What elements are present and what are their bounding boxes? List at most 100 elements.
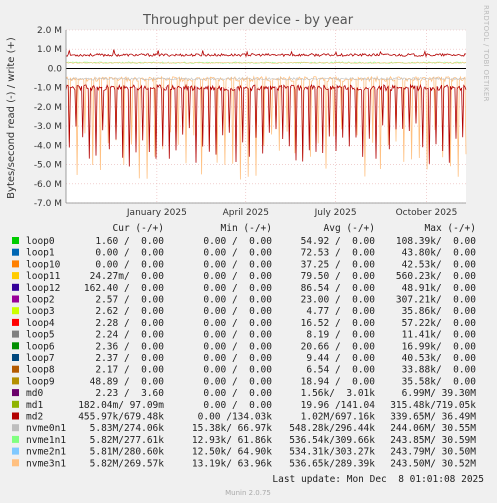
legend-avg: 534.31k/303.27k xyxy=(289,447,375,458)
footer: Munin 2.0.75 xyxy=(225,489,271,497)
legend-row: loop1 0.00 / 0.00 0.00 / 0.00 72.53 / 0.00 4… xyxy=(12,248,476,259)
legend-swatch xyxy=(12,377,19,385)
legend-name: loop12 xyxy=(26,283,60,294)
legend-min: 0.00 / 0.00 xyxy=(203,271,272,282)
legend-cur: 0.00 / 0.00 xyxy=(95,248,164,259)
legend-swatch xyxy=(12,389,19,397)
legend-min: 0.00 / 0.00 xyxy=(203,306,272,317)
legend-swatch xyxy=(12,318,19,326)
legend-min: 15.38k/ 66.97k xyxy=(192,423,272,434)
legend-avg: 536.65k/289.39k xyxy=(289,458,375,469)
legend-min: 0.00 / 0.00 xyxy=(203,248,272,259)
legend-avg: 536.54k/309.66k xyxy=(289,435,375,446)
series-line-md2 xyxy=(65,49,467,58)
legend-name: loop7 xyxy=(26,353,55,364)
legend: loop0 1.60 / 0.00 0.00 / 0.00 54.92 / 0.00 1… xyxy=(12,236,476,469)
legend-min: 0.00 / 0.00 xyxy=(203,236,272,247)
legend-name: md0 xyxy=(26,388,43,399)
legend-cur: 162.40 / 0.00 xyxy=(84,283,164,294)
legend-name: loop6 xyxy=(26,341,55,352)
legend-cur: 2.28 / 0.00 xyxy=(95,318,164,329)
legend-row: loop8 2.17 / 0.00 0.00 / 0.00 6.54 / 0.00 33… xyxy=(12,365,476,376)
legend-max: 307.21k/ 0.00 xyxy=(396,295,476,306)
legend-avg: 6.54 / 0.00 xyxy=(306,365,375,376)
x-tick-label: April 2025 xyxy=(223,208,269,218)
y-tick-label: 1.0 M xyxy=(37,45,62,55)
legend-row: md1 182.04m/ 97.09m 0.00 / 0.00 19.96 /141.… xyxy=(12,400,476,411)
legend-avg: 54.92 / 0.00 xyxy=(301,236,376,247)
legend-max: 243.79M/ 30.50M xyxy=(390,447,476,458)
y-tick-label: 0.0 xyxy=(48,64,63,74)
legend-swatch xyxy=(12,272,19,280)
series-line-nvme0n1 xyxy=(65,77,467,81)
y-tick-label: -5.0 M xyxy=(34,161,62,171)
legend-swatch xyxy=(12,248,19,256)
legend-cur: 0.00 / 0.00 xyxy=(95,259,164,270)
y-tick-label: -4.0 M xyxy=(34,141,62,151)
col-min: Min (-/+) xyxy=(221,223,272,234)
legend-swatch xyxy=(12,260,19,268)
plot-area xyxy=(66,30,466,203)
legend-name: loop1 xyxy=(26,248,55,259)
series-lines xyxy=(65,49,467,180)
legend-header: Cur (-/+) Min (-/+) Avg (-/+) Max (-/+) xyxy=(113,223,476,234)
legend-swatch xyxy=(12,424,19,432)
legend-name: nvme3n1 xyxy=(26,458,66,469)
legend-row: loop9 48.89 / 0.00 0.00 / 0.00 18.94 / 0.00… xyxy=(12,376,476,387)
axes xyxy=(65,30,466,204)
legend-row: md2 455.97k/679.48k 0.00 /134.03k 1.02M/697… xyxy=(12,412,476,423)
legend-name: nvme2n1 xyxy=(26,447,66,458)
legend-max: 57.22k/ 0.00 xyxy=(402,318,477,329)
legend-row: nvme0n1 5.83M/274.06k 15.38k/ 66.97k 548.28… xyxy=(12,423,476,434)
y-tick-label: -2.0 M xyxy=(34,103,62,113)
legend-avg: 1.56k/ 3.01k xyxy=(301,388,376,399)
legend-swatch xyxy=(12,365,19,373)
series-line-md2 xyxy=(65,83,467,167)
y-tick-label: 2.0 M xyxy=(37,26,62,36)
legend-max: 108.39k/ 0.00 xyxy=(396,236,476,247)
legend-swatch xyxy=(12,307,19,315)
legend-avg: 37.25 / 0.00 xyxy=(301,259,376,270)
legend-min: 0.00 / 0.00 xyxy=(203,353,272,364)
legend-name: loop9 xyxy=(26,376,55,387)
legend-swatch xyxy=(12,412,19,420)
legend-row: loop2 2.57 / 0.00 0.00 / 0.00 23.00 / 0.00 3… xyxy=(12,295,476,306)
legend-max: 16.99k/ 0.00 xyxy=(402,341,477,352)
side-label: RRDTOOL / TOBI OETIKER xyxy=(482,5,490,102)
legend-min: 0.00 / 0.00 xyxy=(203,330,272,341)
legend-row: loop4 2.28 / 0.00 0.00 / 0.00 16.52 / 0.00 5… xyxy=(12,318,476,329)
legend-name: loop2 xyxy=(26,295,55,306)
legend-row: nvme2n1 5.81M/280.60k 12.50k/ 64.90k 534.31… xyxy=(12,447,476,458)
legend-row: loop3 2.62 / 0.00 0.00 / 0.00 4.77 / 0.00 35… xyxy=(12,306,476,317)
legend-swatch xyxy=(12,283,19,291)
x-ticks: January 2025 April 2025 July 2025 October 2… xyxy=(126,208,457,218)
legend-min: 0.00 / 0.00 xyxy=(203,283,272,294)
legend-max: 560.23k/ 0.00 xyxy=(396,271,476,282)
y-tick-label: -6.0 M xyxy=(34,180,62,190)
legend-cur: 5.81M/280.60k xyxy=(90,447,165,458)
legend-cur: 24.27m/ 0.00 xyxy=(90,271,165,282)
legend-cur: 2.37 / 0.00 xyxy=(95,353,164,364)
series-line-nvme3n1 xyxy=(65,61,466,64)
legend-cur: 2.62 / 0.00 xyxy=(95,306,164,317)
legend-swatch xyxy=(12,435,19,443)
legend-swatch xyxy=(12,447,19,455)
col-cur: Cur (-/+) xyxy=(113,223,164,234)
legend-avg: 86.54 / 0.00 xyxy=(301,283,376,294)
x-tick-label: January 2025 xyxy=(126,208,187,218)
legend-cur: 5.82M/277.61k xyxy=(90,435,165,446)
legend-max: 244.06M/ 30.55M xyxy=(390,423,476,434)
legend-max: 42.53k/ 0.00 xyxy=(402,259,477,270)
x-tick-label: October 2025 xyxy=(396,208,458,218)
series-line-nvme3n1 xyxy=(65,75,467,180)
legend-row: loop10 0.00 / 0.00 0.00 / 0.00 37.25 / 0.00… xyxy=(12,259,476,270)
legend-avg: 20.66 / 0.00 xyxy=(301,341,376,352)
legend-min: 0.00 / 0.00 xyxy=(203,400,272,411)
legend-row: md0 2.23 / 3.60 0.00 / 0.00 1.56k/ 3.01k 6.9… xyxy=(12,388,476,399)
legend-max: 11.41k/ 0.00 xyxy=(402,330,477,341)
legend-avg: 79.50 / 0.00 xyxy=(301,271,376,282)
legend-max: 35.86k/ 0.00 xyxy=(402,306,477,317)
legend-cur: 182.04m/ 97.09m xyxy=(78,400,164,411)
legend-min: 0.00 / 0.00 xyxy=(203,341,272,352)
